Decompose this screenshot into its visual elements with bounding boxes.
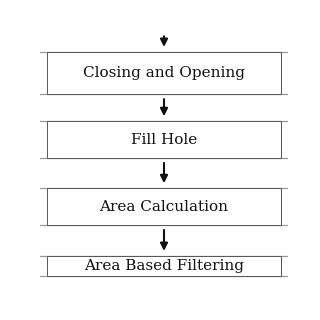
Text: Fill Hole: Fill Hole	[131, 133, 197, 147]
Bar	[47, 188, 281, 225]
Text: Area Calculation: Area Calculation	[100, 200, 228, 214]
Bar	[47, 256, 281, 276]
Bar	[47, 121, 281, 158]
Bar	[47, 52, 281, 94]
Text: Closing and Opening: Closing and Opening	[83, 66, 245, 80]
Text: Area Based Filtering: Area Based Filtering	[84, 259, 244, 273]
